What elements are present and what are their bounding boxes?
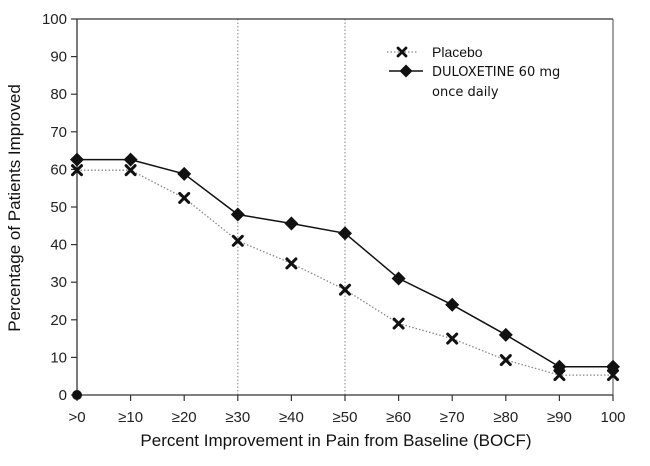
legend: Placebo DULOXETINE 60 mg once daily <box>387 44 560 100</box>
data-point-placebo <box>178 191 191 204</box>
data-point-duloxetine <box>498 327 513 342</box>
y-axis-title: Percentage of Patients Improved <box>5 84 24 332</box>
legend-diamond-marker-icon <box>399 64 413 78</box>
data-point-placebo <box>392 317 405 330</box>
y-tick-label: 40 <box>50 237 67 254</box>
x-tick-label: ≥90 <box>547 409 572 426</box>
series-line-placebo <box>77 169 613 376</box>
legend-label-duloxetine-line2: once daily <box>432 85 499 100</box>
data-point-duloxetine <box>391 271 406 286</box>
data-point-placebo <box>231 234 244 247</box>
x-tick-label: ≥60 <box>386 409 411 426</box>
data-point-placebo <box>553 369 566 382</box>
x-tick-label: ≥20 <box>172 409 197 426</box>
y-tick-label: 80 <box>50 86 67 103</box>
x-axis-title: Percent Improvement in Pain from Baselin… <box>140 431 531 450</box>
data-point-duloxetine <box>177 166 192 181</box>
x-tick-label: ≥70 <box>440 409 465 426</box>
x-tick-label: ≥40 <box>279 409 304 426</box>
data-point-placebo <box>607 369 619 382</box>
data-point-duloxetine <box>230 207 245 222</box>
series-layer <box>70 152 620 400</box>
legend-label-duloxetine-line1: DULOXETINE 60 mg <box>432 65 560 80</box>
origin-dot-marker <box>72 390 82 400</box>
x-tick-label: >0 <box>68 409 85 426</box>
data-point-duloxetine <box>552 359 567 374</box>
legend-label-placebo: Placebo <box>432 44 483 60</box>
x-tick-label: ≥10 <box>118 409 143 426</box>
x-tick-label: ≥30 <box>225 409 250 426</box>
y-axis-ticks: 0 10 20 30 40 50 60 70 80 90 100 <box>42 11 77 404</box>
data-point-placebo <box>124 164 137 177</box>
data-point-placebo <box>339 283 351 296</box>
y-tick-label: 0 <box>59 387 67 404</box>
legend-item-placebo: Placebo <box>387 44 483 60</box>
data-point-placebo <box>446 332 459 345</box>
data-point-duloxetine <box>70 152 84 167</box>
y-tick-label: 70 <box>50 124 67 141</box>
x-tick-label: ≥80 <box>493 409 518 426</box>
data-point-duloxetine <box>123 152 138 167</box>
x-axis-ticks: >0 ≥10 ≥20 ≥30 ≥40 ≥50 ≥60 ≥70 ≥80 ≥90 100 <box>68 395 626 426</box>
data-point-duloxetine <box>606 359 620 374</box>
x-tick-label: ≥50 <box>333 409 358 426</box>
y-tick-label: 90 <box>50 49 67 66</box>
data-point-placebo <box>499 354 512 367</box>
y-tick-label: 20 <box>50 312 67 329</box>
data-point-duloxetine <box>284 216 299 231</box>
legend-item-duloxetine: DULOXETINE 60 mg once daily <box>389 64 560 100</box>
y-tick-label: 30 <box>50 274 67 291</box>
y-tick-label: 10 <box>50 349 67 366</box>
x-tick-label: 100 <box>600 409 625 426</box>
data-point-placebo <box>285 257 298 270</box>
y-tick-label: 50 <box>50 199 67 216</box>
data-point-duloxetine <box>445 297 460 312</box>
data-point-duloxetine <box>338 226 352 241</box>
y-tick-label: 100 <box>42 11 67 28</box>
data-point-placebo <box>71 164 83 177</box>
reference-lines <box>237 19 346 395</box>
y-tick-label: 60 <box>50 161 67 178</box>
legend-x-marker-icon <box>396 46 408 58</box>
